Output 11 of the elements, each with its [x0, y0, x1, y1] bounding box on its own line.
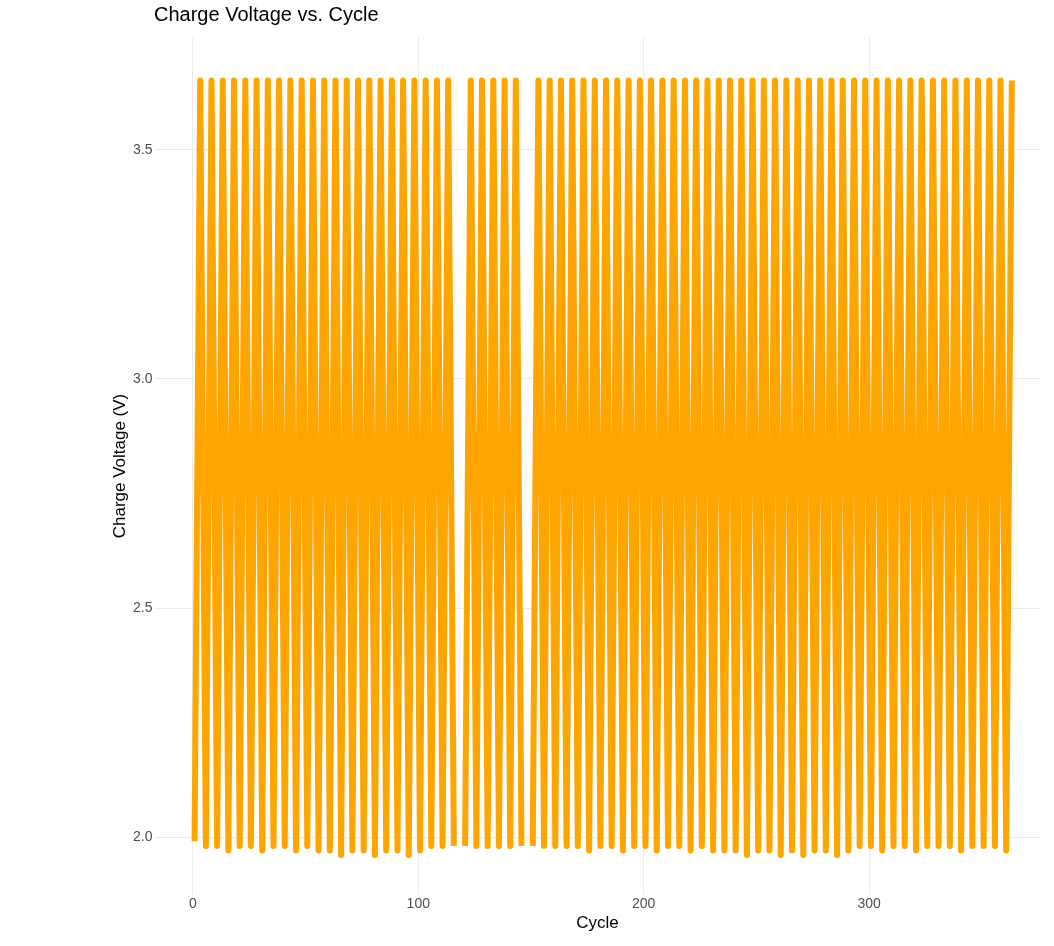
- chart-title: Charge Voltage vs. Cycle: [154, 3, 379, 25]
- x-tick-label: 100: [406, 894, 431, 911]
- y-tick-label: 3.0: [133, 369, 153, 386]
- x-tick-label: 0: [188, 894, 197, 911]
- x-tick-label: 200: [632, 894, 656, 911]
- y-tick-label: 2.0: [133, 828, 153, 845]
- y-tick-label: 2.5: [133, 599, 153, 616]
- y-axis-title: Charge Voltage (V): [110, 393, 130, 539]
- x-tick-label: 300: [857, 894, 882, 911]
- x-axis-title: Cycle: [576, 912, 619, 932]
- y-tick-label: 3.5: [133, 140, 153, 157]
